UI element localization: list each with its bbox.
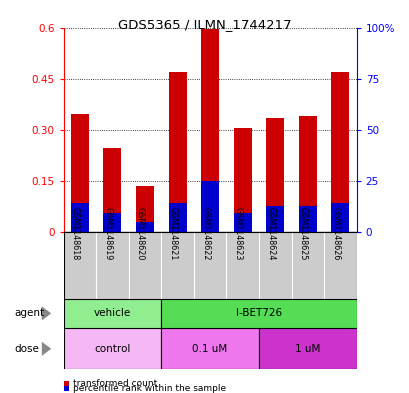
Bar — [258, 232, 291, 299]
Text: GSM1148620: GSM1148620 — [136, 207, 145, 261]
Bar — [63, 299, 161, 328]
Text: GSM1148619: GSM1148619 — [103, 207, 112, 261]
Text: GSM1148621: GSM1148621 — [168, 207, 177, 261]
Bar — [128, 232, 161, 299]
Bar — [161, 232, 193, 299]
Bar — [330, 203, 348, 232]
Text: GSM1148618: GSM1148618 — [71, 207, 80, 261]
Bar — [291, 232, 324, 299]
Bar — [266, 206, 283, 232]
Bar — [161, 299, 356, 328]
Bar — [258, 328, 356, 369]
Bar — [136, 222, 153, 232]
Bar — [168, 72, 186, 232]
Text: GSM1148625: GSM1148625 — [298, 207, 307, 261]
Text: GSM1148626: GSM1148626 — [330, 207, 339, 261]
Text: 0.1 uM: 0.1 uM — [192, 344, 227, 354]
Bar — [63, 328, 161, 369]
Text: transformed count: transformed count — [73, 379, 157, 387]
Bar — [233, 213, 251, 232]
Bar — [193, 232, 226, 299]
Polygon shape — [42, 342, 51, 356]
Text: control: control — [94, 344, 130, 354]
Bar — [330, 72, 348, 232]
Bar — [161, 328, 258, 369]
Bar — [136, 186, 153, 232]
Text: agent: agent — [14, 309, 44, 318]
Text: GDS5365 / ILMN_1744217: GDS5365 / ILMN_1744217 — [118, 18, 291, 31]
Polygon shape — [42, 307, 51, 320]
Bar — [71, 114, 89, 232]
Text: percentile rank within the sample: percentile rank within the sample — [73, 384, 225, 393]
Bar — [266, 118, 283, 232]
Text: dose: dose — [14, 344, 39, 354]
Text: GSM1148624: GSM1148624 — [265, 207, 274, 261]
Bar — [298, 116, 316, 232]
Bar — [103, 149, 121, 232]
Bar — [298, 206, 316, 232]
Text: GSM1148623: GSM1148623 — [233, 207, 242, 261]
Text: I-BET726: I-BET726 — [235, 309, 281, 318]
Bar — [71, 203, 89, 232]
Bar — [168, 203, 186, 232]
Text: 1 uM: 1 uM — [294, 344, 320, 354]
Bar — [233, 128, 251, 232]
Bar — [201, 29, 218, 232]
Bar — [63, 232, 96, 299]
Bar — [324, 232, 356, 299]
Text: vehicle: vehicle — [94, 309, 131, 318]
Bar — [96, 232, 128, 299]
Bar — [201, 181, 218, 232]
Text: GSM1148622: GSM1148622 — [201, 207, 209, 261]
Bar — [226, 232, 258, 299]
Bar — [103, 213, 121, 232]
